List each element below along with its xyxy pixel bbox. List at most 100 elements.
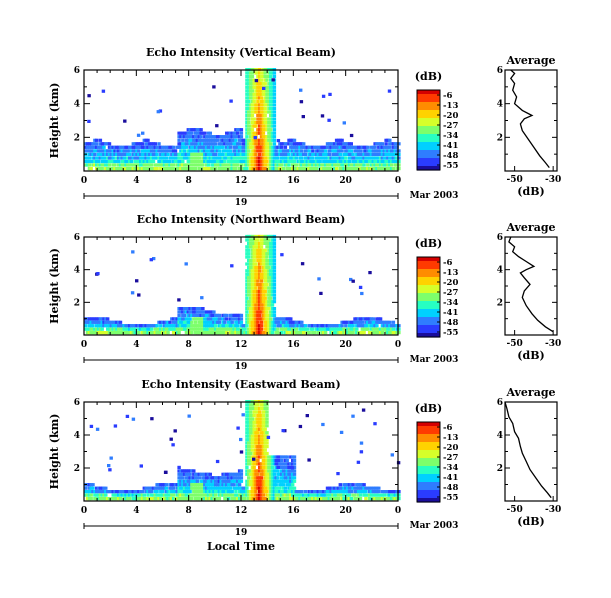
heatmap-cell xyxy=(371,331,375,335)
heatmap-cell xyxy=(265,92,269,96)
heatmap-cell xyxy=(230,320,234,324)
heatmap-cell xyxy=(263,269,267,273)
heatmap-cell xyxy=(336,152,341,156)
heatmap-cell xyxy=(210,479,214,483)
heatmap-cell xyxy=(186,142,190,146)
heatmap-cell xyxy=(269,259,273,263)
heatmap-cell xyxy=(269,248,273,252)
heatmap-cell xyxy=(270,286,275,290)
heatmap-cell xyxy=(250,434,255,438)
heatmap-cell xyxy=(322,324,326,328)
heatmap-cell xyxy=(380,167,385,171)
heatmap-cell xyxy=(177,327,181,331)
heatmap-cell xyxy=(397,159,401,164)
heatmap-cell xyxy=(113,490,117,494)
heatmap-cell xyxy=(342,163,346,167)
heatmap-cell xyxy=(140,490,145,494)
heatmap-cell xyxy=(281,486,286,490)
heatmap-cell xyxy=(225,479,229,483)
heatmap-cell xyxy=(248,124,253,128)
heatmap-cell xyxy=(228,317,233,321)
heatmap-cell xyxy=(265,479,269,483)
heatmap-cell xyxy=(256,327,260,331)
heatmap-cell xyxy=(384,331,388,335)
heatmap-cell xyxy=(265,269,269,273)
heatmap-cell xyxy=(261,276,266,280)
heatmap-cell xyxy=(345,142,350,146)
heatmap-cell xyxy=(373,497,377,501)
heatmap-cell xyxy=(270,103,275,107)
heatmap-cell xyxy=(393,142,397,146)
heatmap-cell xyxy=(109,456,113,460)
heatmap-cell xyxy=(186,317,190,321)
heatmap-cell xyxy=(389,156,394,160)
heatmap-cell xyxy=(258,434,262,438)
heatmap-cell xyxy=(298,142,302,146)
heatmap-cell xyxy=(125,414,130,418)
heatmap-cell xyxy=(118,331,123,335)
heatmap-cell xyxy=(397,327,401,331)
heatmap-cell xyxy=(85,331,90,335)
heatmap-cell xyxy=(232,313,236,317)
heatmap-cell xyxy=(258,420,262,424)
heatmap-cell xyxy=(252,317,256,321)
heatmap-cell xyxy=(254,238,258,242)
heatmap-cell xyxy=(263,262,267,266)
heatmap-cell xyxy=(214,476,218,480)
heatmap-cell xyxy=(133,497,137,501)
heatmap-cell xyxy=(263,465,267,469)
heatmap-cell xyxy=(329,493,333,497)
heatmap-cell xyxy=(342,152,346,156)
heatmap-cell xyxy=(296,142,300,146)
heatmap-cell xyxy=(137,145,141,149)
heatmap-cell xyxy=(124,490,128,494)
heatmap-cell xyxy=(256,448,260,452)
heatmap-cell xyxy=(91,142,95,146)
heatmap-cell xyxy=(210,324,214,328)
heatmap-cell xyxy=(272,121,277,125)
heatmap-cell xyxy=(192,135,196,139)
heatmap-cell xyxy=(85,163,90,167)
heatmap-cell xyxy=(236,135,240,139)
heatmap-cell xyxy=(237,476,242,480)
heatmap-cell xyxy=(248,293,253,297)
heatmap-cell xyxy=(395,159,399,164)
heatmap-cell xyxy=(259,293,264,297)
heatmap-cell xyxy=(239,437,243,442)
colorbar-segment xyxy=(417,460,440,463)
heatmap-cell xyxy=(225,331,229,335)
y-tick-label: 6 xyxy=(74,233,80,243)
heatmap-cell xyxy=(256,310,260,314)
heatmap-cell xyxy=(300,327,304,331)
heatmap-cell xyxy=(210,156,214,160)
heatmap-cell xyxy=(375,331,379,335)
heatmap-cell xyxy=(248,445,253,449)
heatmap-cell xyxy=(210,317,214,321)
heatmap-cell xyxy=(181,135,185,139)
heatmap-cell xyxy=(261,420,266,424)
heatmap-cell xyxy=(237,479,242,483)
heatmap-cell xyxy=(259,289,264,293)
heatmap-cell xyxy=(294,324,298,328)
heatmap-cell xyxy=(272,490,277,494)
heatmap-cell xyxy=(263,265,267,269)
heatmap-cell xyxy=(120,152,124,156)
heatmap-cell xyxy=(221,320,225,324)
heatmap-cell xyxy=(384,163,388,167)
heatmap-cell xyxy=(181,145,185,149)
heatmap-cell xyxy=(245,71,249,75)
heatmap-cell xyxy=(188,138,192,142)
heatmap-cell xyxy=(160,483,165,487)
heatmap-cell xyxy=(204,479,209,483)
heatmap-cell xyxy=(265,406,269,411)
heatmap-cell xyxy=(270,272,275,276)
heatmap-cell xyxy=(269,310,273,314)
colorbar-segment xyxy=(417,496,440,499)
heatmap-cell xyxy=(170,156,174,160)
heatmap-cell xyxy=(256,317,260,321)
heatmap-cell xyxy=(95,327,99,331)
heatmap-cell xyxy=(104,490,108,494)
heatmap-cell xyxy=(259,296,264,300)
heatmap-cell xyxy=(230,483,234,487)
heatmap-cell xyxy=(270,307,275,311)
